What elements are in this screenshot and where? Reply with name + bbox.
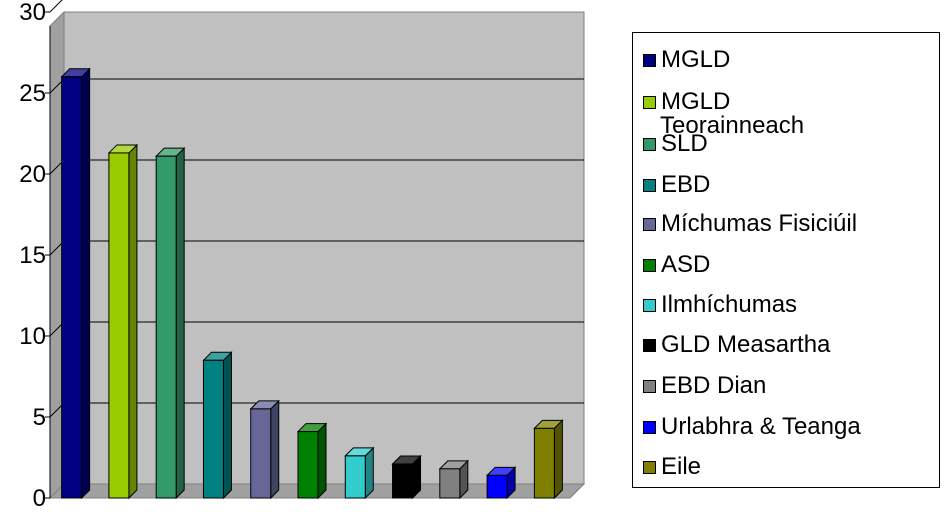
legend-label: ASD [661,251,711,278]
bar-side [553,419,563,500]
legend-swatch [643,379,656,393]
bar-1 [107,143,139,500]
legend-item: EBD [643,173,710,197]
legend-label: SLD [661,130,708,157]
legend-swatch [643,460,656,474]
bar-front [155,155,177,499]
legend-swatch [643,338,656,352]
legend-swatch [643,217,656,231]
bar-front [439,468,461,499]
legend-swatch [643,53,656,67]
bar-6 [344,446,375,500]
bar-side [128,143,138,500]
legend-swatch [643,95,656,109]
bar-side [317,422,327,500]
legend-label: Urlabhra & Teanga [661,413,861,440]
bar-front [533,427,555,499]
bar-front [297,431,319,499]
y-tick-label: 15 [19,242,46,269]
legend-label: Teorainneach [660,112,805,139]
bar-side [270,399,280,500]
y-tick-label: 30 [19,0,46,26]
legend-label: EBD [661,171,711,198]
y-tick-label: 10 [19,323,46,350]
bar-front [486,474,508,499]
legend-item: ASD [643,253,710,277]
bar-7 [391,454,422,500]
legend-item: SLD [643,132,708,156]
legend-item: Míchumas Fisiciúil [643,212,857,236]
legend-item: GLD Measartha [643,333,830,357]
chart-legend: MGLD MGLD Teorainneach SLD EBD Míchumas Fisic… [632,32,940,488]
bar-front [202,359,224,499]
bar-front [392,463,414,499]
plot-back-wall [63,11,585,485]
bar-5 [296,422,328,500]
bar-front [250,408,272,499]
legend-swatch [643,298,656,312]
legend-label: GLD Measartha [661,331,831,358]
bar-front [344,455,366,499]
bar-3 [202,351,233,500]
bar-chart: 0 5 10 15 20 25 30 [19,0,586,512]
legend-label: MGLD [661,46,731,73]
legend-item: MGLD Teorainneach [643,88,804,138]
bar-4 [249,399,280,500]
legend-swatch [643,178,656,192]
legend-item: MGLD [643,48,730,72]
bar-side [222,351,232,500]
bar-side [81,67,91,500]
legend-label: EBD Dian [661,372,767,399]
legend-item: EBD Dian [643,374,766,398]
legend-label: Eile [661,453,702,480]
legend-label: Míchumas Fisiciúil [661,210,858,237]
legend-item: Ilmhíchumas [643,293,797,317]
legend-swatch [643,137,656,151]
bar-front [108,152,130,499]
legend-item: Eile [643,455,701,479]
legend-swatch [643,258,656,272]
legend-label: MGLD [661,88,731,115]
bar-8 [438,459,470,500]
bar-0 [60,67,91,500]
gridline-side [49,0,63,13]
bar-9 [485,466,517,500]
bar-front [61,76,83,499]
bar-10 [533,419,564,500]
legend-label: Ilmhíchumas [661,291,798,318]
legend-item: Urlabhra & Teanga [643,415,861,439]
y-tick-label: 5 [33,404,46,431]
y-tick-label: 20 [19,161,46,188]
y-tick-label: 25 [19,80,46,107]
y-tick-label: 0 [33,485,46,512]
bar-2 [154,146,186,500]
bar-side [175,146,185,500]
legend-swatch [643,420,656,434]
bar-side [364,446,374,500]
